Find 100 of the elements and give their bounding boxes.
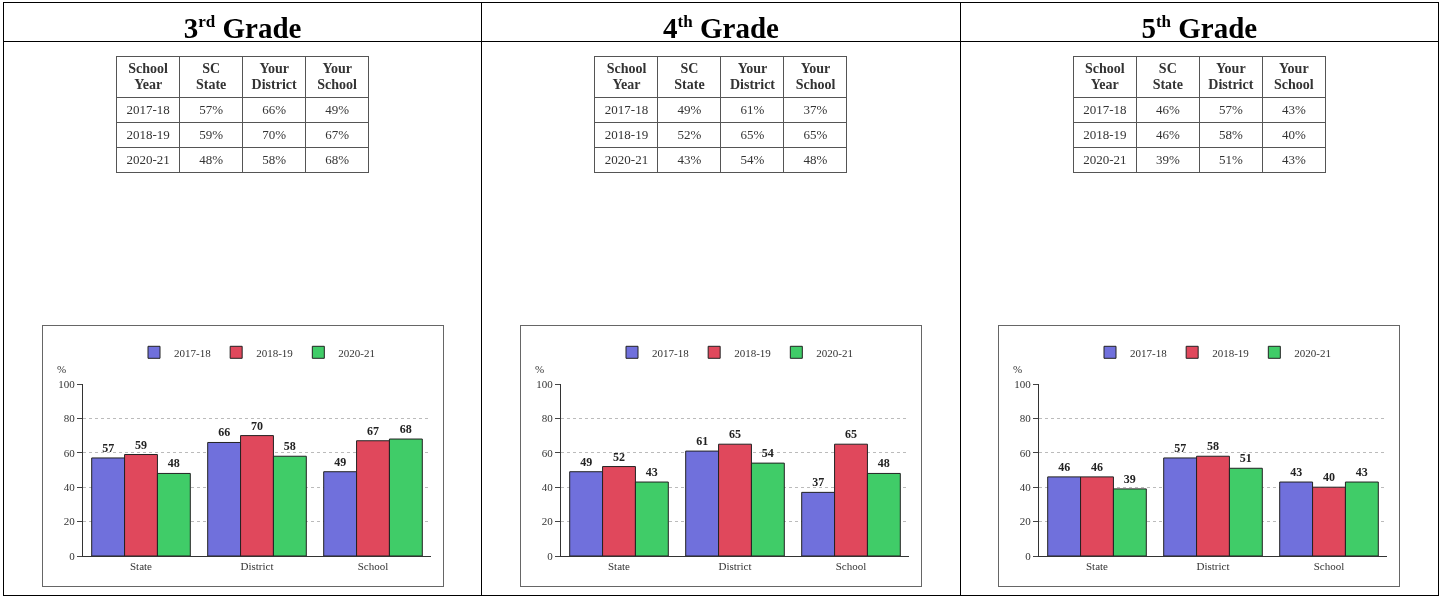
text: 2018-19: [116, 122, 180, 148]
text: 43%: [1262, 147, 1326, 173]
y-tick-label: 20: [63, 515, 75, 528]
chart-title: 4$^{th}$ Grade: [482, 3, 960, 44]
legend-label: 2020-21: [816, 346, 853, 359]
y-tick-label: 80: [541, 412, 554, 425]
text: 43%: [1262, 97, 1326, 123]
text: Your School: [305, 56, 369, 98]
text: 57%: [1199, 97, 1263, 123]
x-tick-label: State: [1086, 560, 1109, 573]
text: 59%: [179, 122, 243, 148]
y-axis-title: %: [534, 363, 545, 375]
x-tick-label: School: [357, 560, 388, 573]
y-tick-label: 20: [1020, 515, 1032, 528]
text: Your District: [720, 56, 784, 98]
data-label: 58: [1207, 439, 1220, 454]
data-label: 48: [167, 456, 180, 471]
y-tick-label: 40: [63, 481, 75, 494]
text: 48%: [783, 147, 847, 173]
text: 61%: [720, 97, 784, 123]
chart-title: 3$^{rd}$ Grade: [4, 3, 482, 44]
data-label: 43: [1356, 465, 1369, 480]
text: 46%: [1136, 97, 1200, 123]
y-axis-title: %: [56, 363, 66, 375]
x-tick-label: State: [129, 560, 152, 573]
text: School Year: [116, 56, 180, 98]
text: 37%: [783, 97, 847, 123]
data-label: 67: [366, 423, 379, 438]
legend-label: 2018-19: [255, 346, 293, 359]
x-tick-label: School: [835, 560, 867, 573]
data-label: 49: [580, 454, 593, 469]
text: 2017-18: [594, 97, 658, 123]
text: SC State: [1136, 56, 1200, 98]
text: 2020-21: [116, 147, 180, 173]
y-tick-label: 40: [1020, 481, 1032, 494]
y-tick-label: 100: [57, 377, 75, 390]
text: 57%: [179, 97, 243, 123]
text: 67%: [305, 122, 369, 148]
legend-label: 2018-19: [734, 346, 772, 359]
data-label: 57: [1174, 440, 1187, 455]
data-label: 65: [728, 427, 741, 442]
text: 54%: [720, 147, 784, 173]
data-label: 46: [1091, 459, 1104, 474]
text: 48%: [179, 147, 243, 173]
data-label: 70: [250, 418, 263, 433]
x-tick-label: State: [607, 560, 631, 573]
y-tick-label: 100: [536, 377, 554, 390]
data-label: 59: [134, 437, 147, 452]
y-tick-label: 40: [541, 481, 554, 494]
legend-label: 2017-18: [173, 346, 211, 359]
text: 49%: [305, 97, 369, 123]
data-label: 52: [612, 449, 625, 464]
y-tick-label: 80: [63, 412, 75, 425]
text: SC State: [657, 56, 721, 98]
text: 58%: [1199, 122, 1263, 148]
text: SC State: [179, 56, 243, 98]
text: 58%: [242, 147, 306, 173]
legend-label: 2020-21: [1294, 346, 1332, 359]
text: 51%: [1199, 147, 1263, 173]
text: 2020-21: [594, 147, 658, 173]
chart-title: 5$^{th}$ Grade: [960, 3, 1438, 44]
text: 70%: [242, 122, 306, 148]
text: 46%: [1136, 122, 1200, 148]
data-label: 37: [812, 475, 825, 490]
text: 2020-21: [1073, 147, 1137, 173]
text: 2018-19: [1073, 122, 1137, 148]
x-tick-label: District: [718, 560, 752, 573]
y-tick-label: 60: [63, 446, 75, 459]
y-tick-label: 60: [541, 446, 554, 459]
y-tick-label: 20: [541, 515, 554, 528]
data-label: 49: [333, 454, 346, 469]
data-label: 57: [101, 440, 114, 455]
text: 40%: [1262, 122, 1326, 148]
data-label: 43: [645, 465, 658, 480]
x-tick-label: School: [1314, 560, 1345, 573]
data-label: 58: [283, 439, 296, 454]
data-label: 61: [696, 434, 709, 449]
text: 43%: [657, 147, 721, 173]
y-tick-label: 60: [1020, 446, 1032, 459]
text: 2018-19: [594, 122, 658, 148]
text: Your School: [783, 56, 847, 98]
text: 49%: [657, 97, 721, 123]
data-label: 46: [1058, 459, 1071, 474]
data-label: 51: [1240, 451, 1253, 466]
y-axis-title: %: [1013, 363, 1023, 375]
text: 2017-18: [1073, 97, 1137, 123]
data-label: 39: [1124, 471, 1137, 486]
text: Your District: [242, 56, 306, 98]
x-tick-label: District: [1196, 560, 1230, 573]
y-tick-label: 0: [68, 549, 75, 562]
text: 68%: [305, 147, 369, 173]
text: 65%: [720, 122, 784, 148]
data-label: 65: [844, 427, 857, 442]
legend-label: 2020-21: [337, 346, 375, 359]
legend-label: 2018-19: [1212, 346, 1250, 359]
y-tick-label: 80: [1020, 412, 1032, 425]
data-label: 43: [1290, 465, 1303, 480]
text: 39%: [1136, 147, 1200, 173]
text: Your School: [1262, 56, 1326, 98]
text: School Year: [594, 56, 658, 98]
